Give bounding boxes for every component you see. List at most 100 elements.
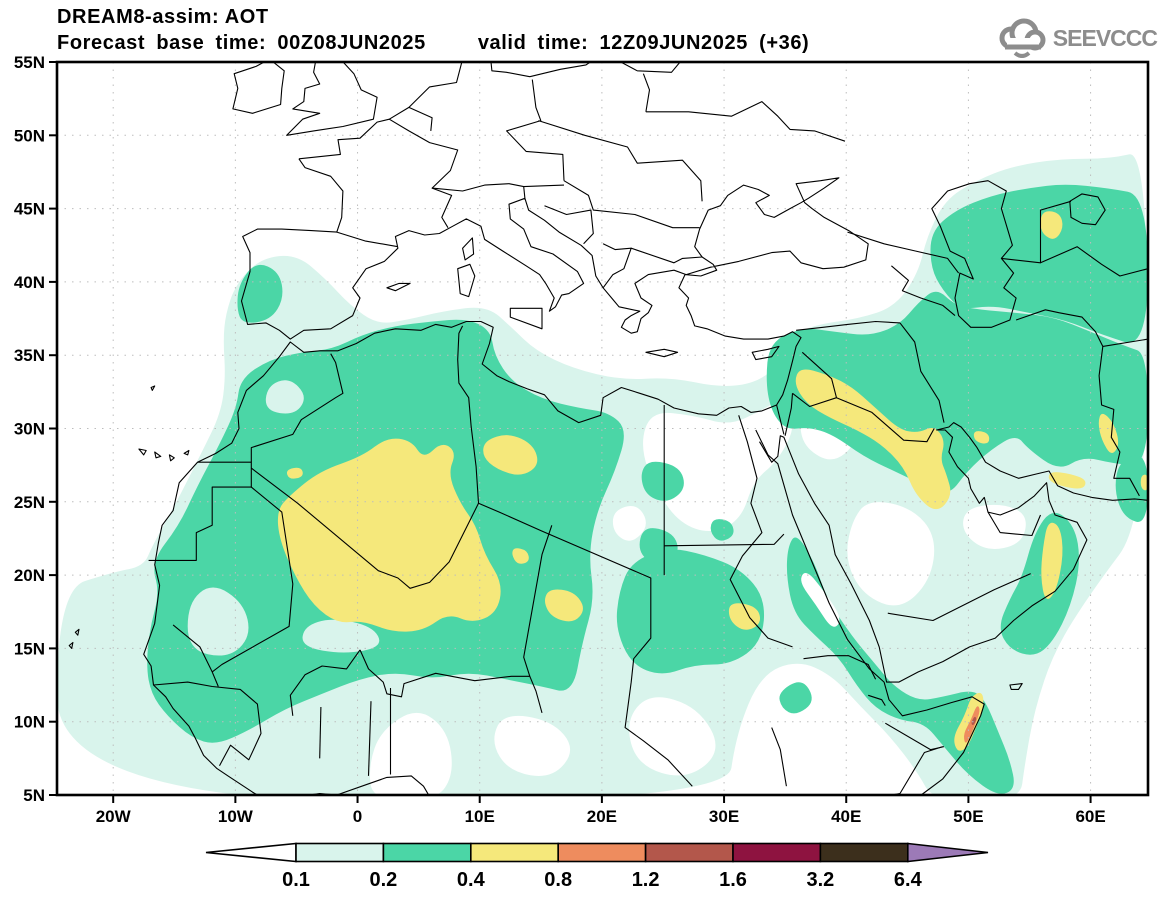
contour-region-level-3: [286, 467, 303, 479]
coastline: [154, 451, 162, 459]
coastline: [602, 243, 632, 289]
coastline: [888, 746, 943, 795]
coastline: [250, 353, 344, 463]
contour-region-level-3: [1040, 211, 1063, 239]
x-axis-label: 0: [353, 807, 362, 826]
coastline: [1015, 309, 1140, 497]
colorbar-segment: [644, 842, 734, 863]
header: DREAM8-assim: AOT Forecast base time: 00…: [57, 6, 809, 55]
coastline: [847, 231, 960, 274]
colorbar-label: 6.4: [894, 869, 923, 891]
contour-region-level-0: [612, 506, 646, 541]
contour-region-level-3: [545, 589, 583, 622]
colorbar-right-arrow: [906, 842, 989, 863]
contour-region-level-3: [512, 548, 529, 564]
coastline: [389, 118, 459, 228]
contour-region-level-3: [1098, 413, 1119, 453]
coastline: [68, 641, 74, 649]
coastline: [386, 282, 411, 292]
coastline: [776, 404, 785, 435]
y-axis-label: 20N: [14, 566, 45, 585]
coastline: [506, 79, 565, 181]
colorbar-segment: [469, 842, 559, 863]
coastline: [619, 62, 681, 73]
contour-region-level-3: [1041, 522, 1063, 599]
coastline: [784, 393, 794, 436]
x-axis-label: 50E: [953, 807, 983, 826]
x-axis-label: 20W: [96, 807, 132, 826]
colorbar-label: 1.6: [719, 869, 747, 891]
colorbar-left-arrow: [205, 842, 297, 863]
contour-region-level-1: [187, 587, 249, 656]
coastline: [1040, 246, 1148, 277]
y-axis-label: 15N: [14, 639, 45, 658]
coastline: [771, 727, 787, 787]
coastline: [538, 120, 703, 202]
cloud-base: [1006, 38, 1039, 47]
coastline: [457, 263, 476, 298]
colorbar-segment: [382, 842, 472, 863]
colorbar-label: 0.8: [544, 869, 572, 891]
coastline: [298, 62, 463, 160]
coastline: [172, 624, 219, 687]
valid-time: valid time: 12Z09JUN2025 (+36): [477, 32, 810, 54]
coastline: [432, 183, 565, 192]
x-axis-label: 40E: [831, 807, 861, 826]
contour-region-level-3: [277, 438, 501, 632]
contour-region-level-1: [302, 619, 380, 653]
coastline: [286, 62, 378, 136]
coastline: [319, 706, 322, 759]
colorbar-label: 3.2: [806, 869, 834, 891]
coastline: [987, 511, 1042, 537]
coastline: [148, 461, 252, 561]
contour-region-level-2: [237, 264, 283, 323]
colorbar-segment: [732, 842, 822, 863]
coastline: [645, 348, 679, 358]
coastline: [887, 573, 1031, 622]
colorbar-label: 1.2: [632, 869, 660, 891]
coastline: [153, 681, 262, 766]
coastline: [509, 307, 543, 330]
coastline: [150, 385, 156, 391]
contour-region-level-3: [954, 692, 984, 751]
coastline: [803, 655, 877, 680]
y-axis-label: 25N: [14, 493, 45, 512]
map-title: DREAM8-assim: AOT: [57, 6, 269, 28]
forecast-base-time: Forecast base time: 00Z08JUN2025: [57, 32, 426, 54]
coastline: [899, 322, 945, 423]
coastline: [183, 449, 190, 456]
colorbar-segment: [295, 842, 385, 863]
y-axis-label: 35N: [14, 346, 45, 365]
coastline: [462, 237, 475, 261]
coastline: [751, 345, 780, 361]
x-axis-label: 20E: [587, 807, 617, 826]
contour-region-level-5: [971, 716, 977, 726]
contour-region-level-3: [1048, 472, 1086, 489]
contour-region-level-2: [710, 519, 734, 541]
y-axis-label: 50N: [14, 126, 45, 145]
coastline: [755, 429, 985, 795]
coastline: [138, 448, 147, 456]
coastline: [1001, 200, 1072, 264]
colorbar-segment: [557, 842, 647, 863]
seevccc-logo: SEEVCCC: [993, 18, 1158, 58]
contour-region-level-0: [963, 504, 1026, 549]
contour-region-level-4: [964, 706, 980, 743]
contour-region-level-0: [643, 401, 793, 532]
y-axis-label: 10N: [14, 713, 45, 732]
coastline: [759, 422, 1148, 683]
contour-region-level-0: [494, 715, 571, 776]
colorbar-label: 0.2: [369, 869, 397, 891]
coastline: [143, 158, 869, 795]
coastline: [836, 397, 935, 443]
contour-region-level-3: [1140, 474, 1148, 491]
coastline: [168, 454, 175, 462]
contour-region-level-2: [641, 461, 684, 501]
coastline: [232, 62, 285, 114]
contour-region-level-2: [779, 682, 812, 714]
coastline: [645, 101, 846, 142]
y-axis-label: 5N: [23, 786, 45, 805]
colorbar-label: 0.1: [282, 869, 310, 891]
colorbar-label: 0.4: [457, 869, 486, 891]
